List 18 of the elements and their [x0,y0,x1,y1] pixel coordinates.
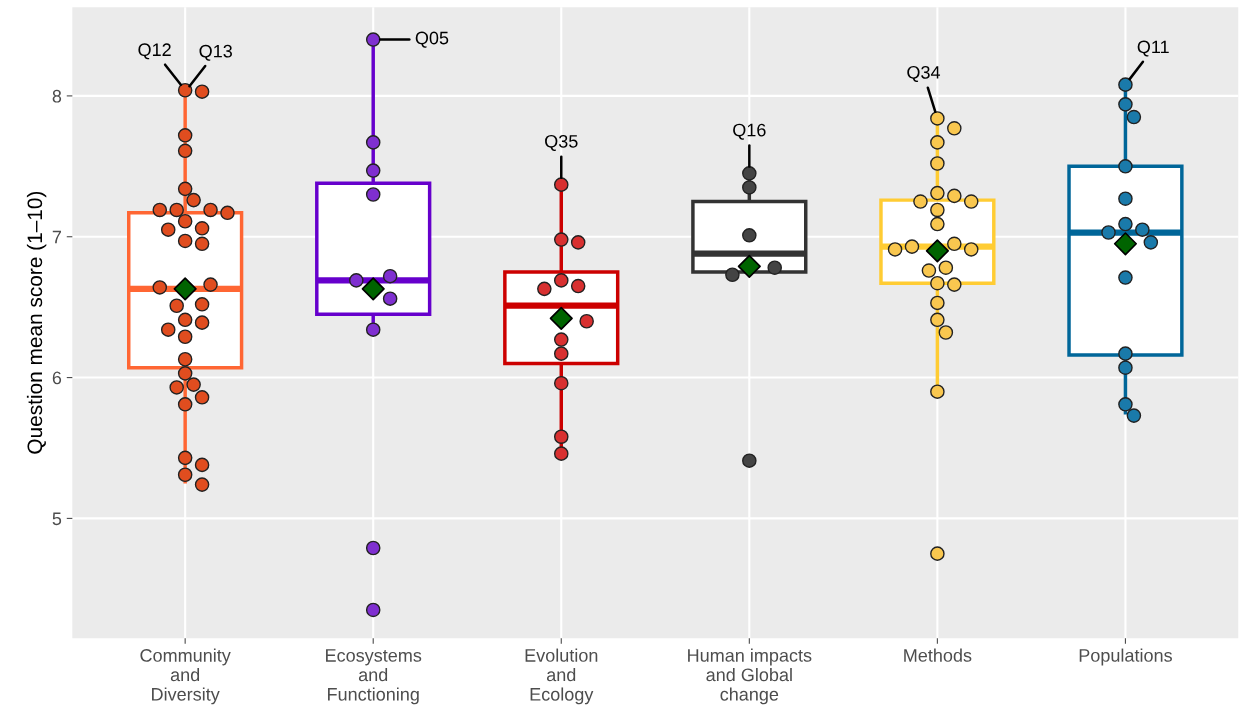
y-tick-label: 8 [52,89,62,103]
y-tick-label: 7 [52,230,61,244]
y-tick-label: 6 [52,371,62,385]
x-tick-label: Populations [1079,648,1172,666]
annotation: Q34 [907,65,941,82]
annotation: Q11 [1137,40,1169,57]
annotation: Q05 [415,31,449,48]
x-tick-label: Human impacts and Global change [688,648,812,705]
x-tick-label: Community and Diversity [140,648,231,705]
annotation: Q16 [733,123,766,140]
x-tick-label: Ecosystems and Functioning [326,649,422,705]
annotation: Q12 [138,43,171,60]
y-axis-title: Question mean score (1–10) [26,191,47,454]
x-tick-label: Evolution and Ecology [525,648,598,705]
annotation: Q13 [199,44,232,61]
annotation: Q35 [545,134,578,151]
x-tick-label: Methods [904,648,972,662]
y-tick-label: 5 [52,512,62,526]
